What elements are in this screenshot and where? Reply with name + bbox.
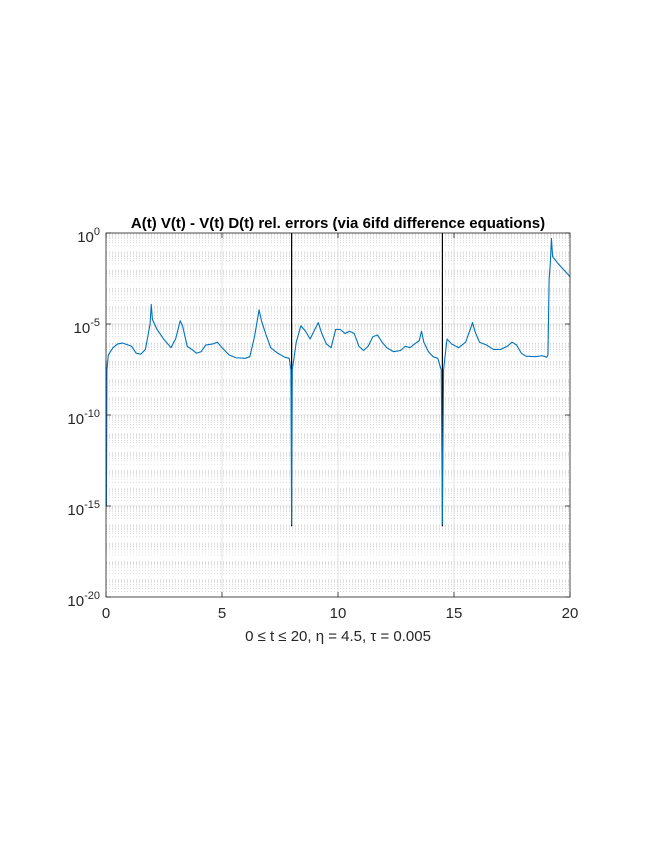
y-tick-label: 10-5 <box>74 317 100 337</box>
x-tick-label: 0 <box>102 605 110 622</box>
y-tick-label: 10-20 <box>67 590 100 610</box>
y-tick-label: 10-15 <box>67 499 100 519</box>
y-tick-label: 100 <box>77 226 100 246</box>
series-line <box>105 237 571 525</box>
chart-title: A(t) V(t) - V(t) D(t) rel. errors (via 6… <box>131 215 545 232</box>
plot-area: 0 5 10 15 20 10-20 10-15 10-10 10-5 100 <box>67 226 578 622</box>
x-tick-label: 5 <box>218 605 226 622</box>
x-tick-label: 15 <box>446 605 463 622</box>
x-axis-label: 0 ≤ t ≤ 20, η = 4.5, τ = 0.005 <box>245 628 431 645</box>
x-tick-label: 20 <box>562 605 579 622</box>
y-tick-label: 10-10 <box>67 408 100 428</box>
x-tick-label: 10 <box>330 605 347 622</box>
